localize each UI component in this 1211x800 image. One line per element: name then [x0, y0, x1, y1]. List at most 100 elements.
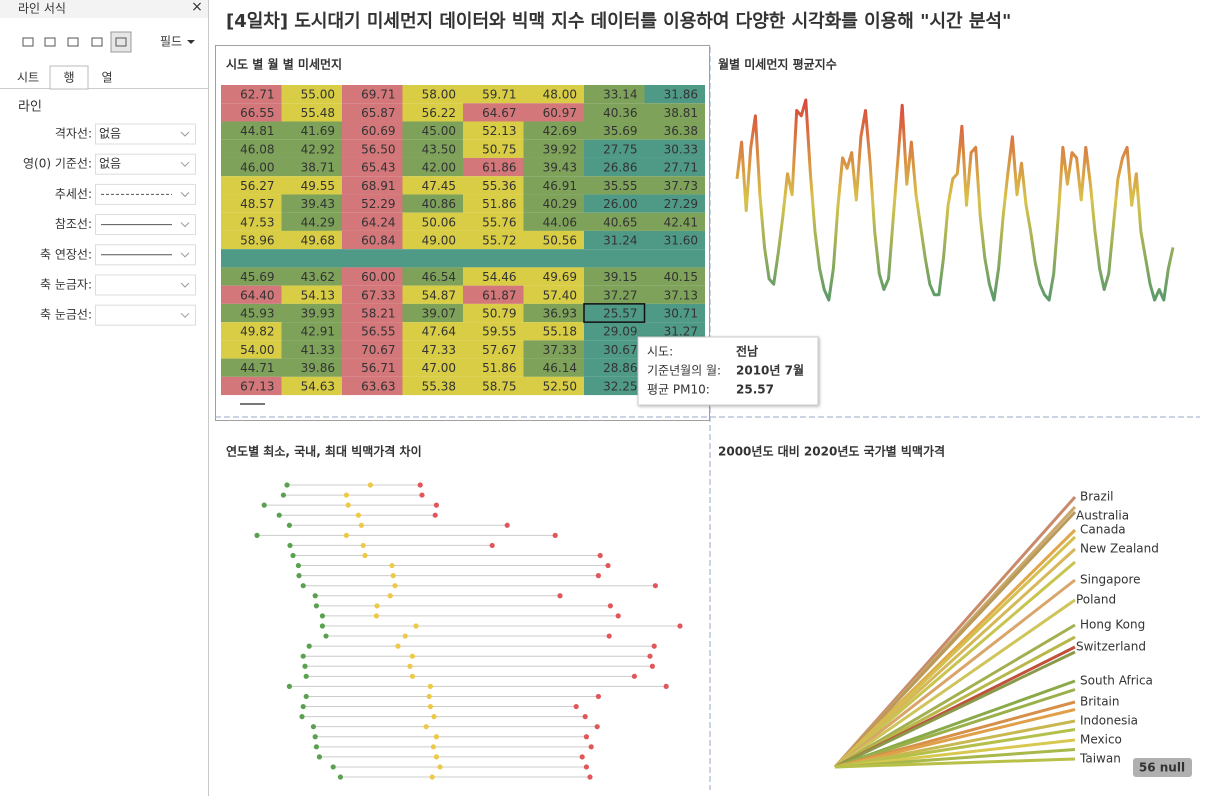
- heat-cell[interactable]: [644, 103, 706, 122]
- heat-cell[interactable]: [221, 358, 282, 377]
- dot[interactable]: [587, 774, 593, 780]
- dot[interactable]: [319, 623, 325, 629]
- dot[interactable]: [362, 552, 368, 559]
- slope-line[interactable]: [834, 650, 1076, 769]
- heat-cell[interactable]: [644, 212, 706, 231]
- dot[interactable]: [367, 482, 373, 488]
- dot[interactable]: [504, 522, 510, 528]
- toolbar-icon[interactable]: [67, 37, 79, 47]
- dot[interactable]: [409, 653, 415, 659]
- heat-cell[interactable]: [221, 249, 282, 268]
- dot[interactable]: [433, 754, 439, 760]
- heat-cell[interactable]: [644, 230, 706, 250]
- heat-cell[interactable]: [402, 212, 464, 231]
- slope-line[interactable]: [833, 547, 1077, 769]
- slope-line[interactable]: [834, 560, 1076, 769]
- dot[interactable]: [284, 482, 290, 488]
- heat-cell[interactable]: [402, 322, 464, 341]
- heat-cell[interactable]: [342, 212, 403, 231]
- heat-cell[interactable]: [584, 103, 645, 122]
- heat-cell[interactable]: [402, 267, 464, 286]
- dot[interactable]: [431, 714, 437, 720]
- heat-cell[interactable]: [342, 322, 403, 341]
- heat-cell[interactable]: [463, 85, 524, 104]
- dot[interactable]: [588, 744, 594, 750]
- heat-cell[interactable]: [523, 157, 585, 177]
- dot[interactable]: [430, 744, 436, 750]
- heat-cell[interactable]: [463, 194, 524, 213]
- heat-cell[interactable]: [281, 322, 343, 341]
- dot[interactable]: [306, 643, 312, 649]
- heat-cell[interactable]: [523, 376, 585, 396]
- heat-cell[interactable]: [342, 103, 403, 122]
- heat-cell[interactable]: [523, 212, 585, 231]
- dot[interactable]: [437, 764, 443, 770]
- heat-cell[interactable]: [584, 340, 645, 359]
- heat-cell[interactable]: [523, 322, 585, 341]
- dot[interactable]: [316, 754, 322, 760]
- heat-cell[interactable]: [463, 358, 524, 377]
- dot[interactable]: [296, 573, 302, 579]
- dot[interactable]: [395, 643, 401, 649]
- dot[interactable]: [605, 562, 611, 569]
- heat-cell[interactable]: [584, 322, 645, 341]
- dot[interactable]: [583, 764, 590, 770]
- heat-cell[interactable]: [584, 285, 645, 304]
- heat-cell[interactable]: [342, 85, 403, 104]
- dot[interactable]: [409, 673, 415, 679]
- tab[interactable]: 행: [63, 70, 74, 85]
- heat-cell[interactable]: [221, 267, 282, 286]
- dot[interactable]: [583, 734, 590, 740]
- heat-cell[interactable]: [221, 121, 282, 140]
- heat-cell[interactable]: [221, 285, 282, 304]
- dot[interactable]: [677, 623, 683, 629]
- dot[interactable]: [663, 683, 669, 690]
- heat-cell[interactable]: [523, 358, 585, 377]
- heat-cell[interactable]: [402, 176, 464, 195]
- dot[interactable]: [433, 502, 439, 508]
- dot[interactable]: [313, 603, 319, 609]
- slope-line[interactable]: [834, 598, 1076, 769]
- close-button[interactable]: ×: [191, 0, 203, 15]
- heat-cell[interactable]: [402, 340, 464, 359]
- heat-cell[interactable]: [644, 322, 706, 341]
- heat-cell[interactable]: [584, 121, 645, 140]
- heat-cell[interactable]: [523, 267, 585, 286]
- heat-cell[interactable]: [644, 249, 706, 268]
- heat-cell[interactable]: [584, 303, 645, 323]
- heat-cell[interactable]: [281, 176, 343, 195]
- heat-cell[interactable]: [463, 103, 524, 122]
- heat-cell[interactable]: [523, 103, 585, 122]
- heat-cell[interactable]: [584, 194, 645, 213]
- heat-cell[interactable]: [402, 285, 464, 304]
- heat-cell[interactable]: [281, 157, 343, 177]
- slope-line[interactable]: [834, 688, 1076, 769]
- heat-cell[interactable]: [644, 157, 706, 177]
- dot[interactable]: [303, 673, 309, 679]
- heat-cell[interactable]: [221, 303, 282, 323]
- heat-cell[interactable]: [644, 303, 706, 323]
- dropdown[interactable]: [95, 153, 196, 175]
- heat-cell[interactable]: [523, 230, 585, 250]
- dot[interactable]: [319, 613, 325, 619]
- heat-cell[interactable]: [402, 103, 464, 122]
- dot[interactable]: [290, 552, 296, 559]
- dot[interactable]: [407, 663, 413, 669]
- heat-cell[interactable]: [281, 249, 343, 268]
- dropdown[interactable]: [95, 123, 196, 145]
- heat-cell[interactable]: [463, 267, 524, 286]
- heat-cell[interactable]: [463, 285, 524, 304]
- heat-cell[interactable]: [523, 285, 585, 304]
- dot[interactable]: [261, 502, 267, 508]
- heat-cell[interactable]: [402, 358, 464, 377]
- heat-cell[interactable]: [644, 121, 706, 140]
- heat-cell[interactable]: [463, 176, 524, 195]
- dot[interactable]: [652, 583, 659, 589]
- dot[interactable]: [419, 492, 425, 498]
- heat-cell[interactable]: [221, 157, 282, 177]
- dot[interactable]: [323, 633, 329, 639]
- heat-cell[interactable]: [584, 249, 645, 268]
- dot[interactable]: [299, 714, 305, 720]
- dot[interactable]: [390, 573, 396, 579]
- heat-cell[interactable]: [221, 139, 282, 158]
